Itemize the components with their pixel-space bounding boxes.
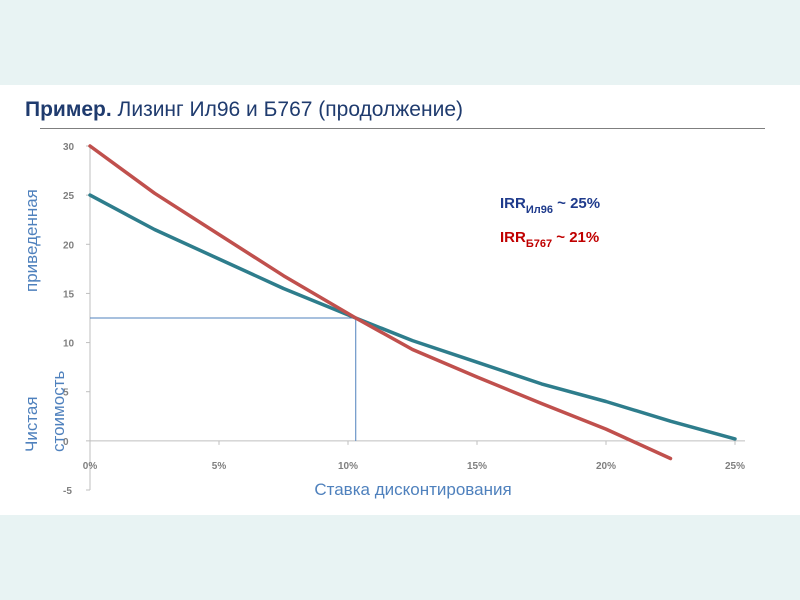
y-tick-label: -5 [63, 486, 72, 497]
x-tick-label: 25% [725, 461, 745, 472]
x-tick-label: 5% [212, 461, 227, 472]
slide-area [0, 85, 800, 515]
irr-prefix: IRR [500, 195, 526, 212]
x-tick-label: 0% [83, 461, 98, 472]
y-tick-label: 20 [63, 240, 75, 251]
series-lines [88, 144, 737, 461]
slide-title-rest: Лизинг Ил96 и Б767 (продолжение) [111, 98, 463, 121]
irr-annotations: IRRИл96 ~ 25%IRRБ767 ~ 21% [500, 195, 600, 250]
irr-subscript: Б767 [526, 238, 552, 250]
series-line-il96 [88, 193, 737, 441]
x-tick-label: 20% [596, 461, 616, 472]
x-tick-label: 10% [338, 461, 358, 472]
y-tick-label: 30 [63, 142, 75, 153]
top-band [0, 0, 800, 85]
irr-value: ~ 21% [552, 229, 599, 246]
slide-title-bold: Пример. [25, 98, 112, 121]
x-axis-label: Ставка дисконтирования [314, 480, 511, 499]
crosshair-guides [90, 317, 357, 441]
y-tick-label: 0 [63, 437, 69, 448]
irr-value: ~ 25% [553, 195, 600, 212]
irr-prefix: IRR [500, 229, 526, 246]
y-axis-label-line2: приведенная [22, 189, 41, 292]
bottom-band [0, 515, 800, 600]
y-tick-label: 5 [63, 388, 69, 399]
y-axis-label-line1: Чистая [22, 396, 41, 452]
y-tick-label: 10 [63, 339, 75, 350]
title-rule [40, 128, 765, 129]
irr-label-irr1: IRRИл96 ~ 25% [500, 195, 600, 216]
y-axis-label-line3: стоимость [49, 371, 68, 452]
slide-title: Пример. Лизинг Ил96 и Б767 (продолжение) [25, 98, 463, 122]
axis-labels: Ставка дисконтирования Чистая приведенная с… [22, 189, 512, 499]
chart-axes: 30 25 20 15 10 5 0 -5 0% 5% 10% 15% 20% 25% [63, 142, 745, 497]
y-tick-label: 25 [63, 191, 75, 202]
series-line-b767 [88, 144, 673, 461]
irr-subscript: Ил96 [526, 204, 553, 216]
y-tick-label: 15 [63, 289, 75, 300]
irr-label-irr2: IRRБ767 ~ 21% [500, 229, 599, 250]
x-tick-label: 15% [467, 461, 487, 472]
